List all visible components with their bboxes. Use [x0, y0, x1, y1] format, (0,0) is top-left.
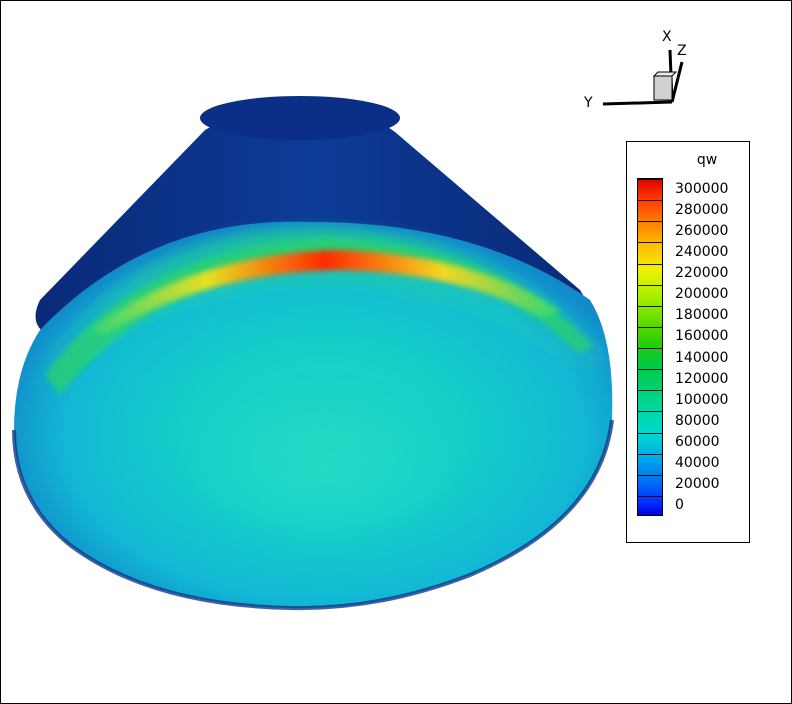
legend-title: qw [696, 152, 718, 168]
legend-tick-label: 300000 [675, 180, 729, 197]
ramp-division [638, 348, 662, 349]
legend-tick-label: 120000 [675, 370, 729, 387]
ramp-division [638, 432, 662, 434]
ramp-division [638, 221, 662, 223]
legend-tick-label: 100000 [675, 391, 729, 408]
legend-tick-label: 160000 [675, 328, 729, 345]
ramp-division [638, 200, 662, 202]
dome-rim [12, 419, 614, 611]
ramp-division [638, 474, 662, 476]
orientation-cube [653, 75, 673, 101]
legend-tick-label: 260000 [675, 222, 729, 239]
cone-top-cap [200, 96, 400, 140]
ramp-division [638, 495, 662, 497]
legend-tick-label: 20000 [675, 476, 720, 493]
legend-tick-label: 60000 [675, 434, 720, 451]
ramp-division [638, 453, 662, 455]
z-axis-label: Z [677, 43, 687, 59]
ramp-division [638, 263, 662, 265]
legend-tick-label: 40000 [675, 455, 720, 472]
y-axis-label: Y [584, 95, 593, 111]
x-axis-label: X [662, 29, 672, 45]
y-axis-line [602, 100, 673, 106]
color-ramp [637, 178, 663, 516]
legend-tick-label: 220000 [675, 265, 729, 282]
ramp-division [638, 369, 662, 371]
z-axis-line [670, 61, 684, 103]
legend-tick-label: 80000 [675, 412, 720, 429]
ramp-division [638, 390, 662, 392]
legend-tick-label: 240000 [675, 243, 729, 260]
ramp-division [638, 411, 662, 413]
ramp-division [638, 284, 662, 286]
legend-tick-label: 180000 [675, 307, 729, 324]
ramp-division [638, 242, 662, 244]
color-legend: qw 300000 280000 260000 240000 220000 200000 1… [626, 141, 750, 543]
ramp-division [638, 326, 662, 328]
ramp-division [638, 305, 662, 307]
ramp-division [638, 179, 662, 180]
legend-tick-label: 280000 [675, 201, 729, 218]
hot-ring-core [90, 250, 560, 335]
stagnation-region [187, 386, 457, 550]
legend-tick-label: 140000 [675, 349, 729, 366]
legend-tick-label: 200000 [675, 286, 729, 303]
legend-tick-label: 0 [675, 497, 684, 514]
axis-triad [602, 49, 684, 106]
